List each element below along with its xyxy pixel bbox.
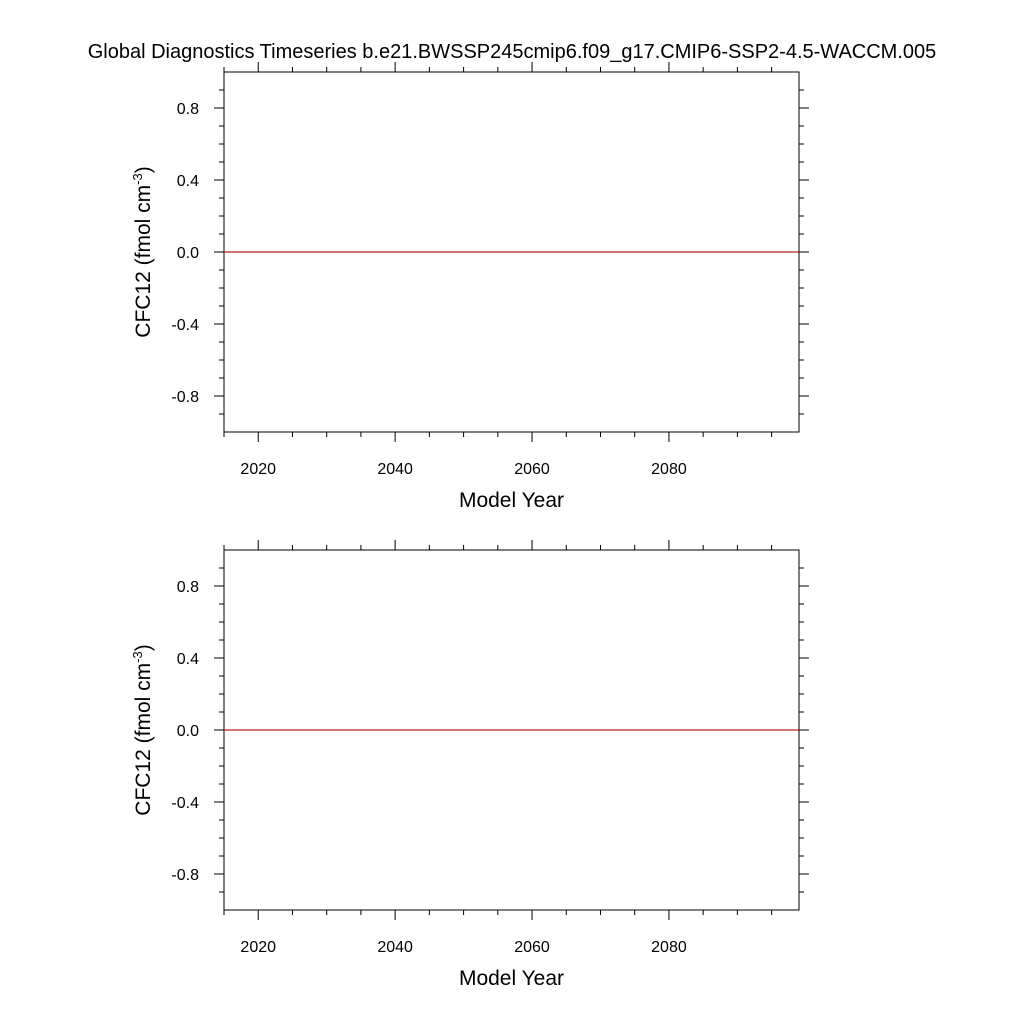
- x-axis-label: Model Year: [459, 489, 564, 512]
- x-tick-label: 2080: [651, 939, 687, 956]
- y-tick-label: 0.0: [177, 723, 199, 740]
- x-tick-label: 2040: [377, 939, 413, 956]
- x-tick-label: 2060: [514, 939, 550, 956]
- y-axis-label: CFC12 (fmol cm-3): [130, 166, 155, 337]
- x-tick-label: 2020: [240, 461, 276, 478]
- y-tick-label: 0.8: [177, 101, 199, 118]
- y-tick-label: -0.4: [171, 317, 199, 334]
- chart-panel-bottom: 2020 2040 2060 2080 0.8 0.4 0.0 -0.4 -0.8 Model Y…: [130, 540, 809, 990]
- y-tick-label: 0.4: [177, 173, 199, 190]
- x-tick-label: 2060: [514, 461, 550, 478]
- x-axis-label: Model Year: [459, 967, 564, 990]
- figure-title: Global Diagnostics Timeseries b.e21.BWSS…: [88, 41, 937, 63]
- y-tick-label: -0.4: [171, 795, 199, 812]
- y-tick-label: 0.8: [177, 579, 199, 596]
- y-tick-label: 0.0: [177, 245, 199, 262]
- x-tick-label: 2040: [377, 461, 413, 478]
- x-tick-label: 2020: [240, 939, 276, 956]
- x-tick-label: 2080: [651, 461, 687, 478]
- y-tick-label: 0.4: [177, 651, 199, 668]
- y-tick-label: -0.8: [171, 389, 199, 406]
- y-axis-label: CFC12 (fmol cm-3): [130, 644, 155, 815]
- chart-panel-top: 2020 2040 2060 2080 0.8 0.4 0.0 -0.4 -0.8 Model Y…: [130, 62, 809, 512]
- y-tick-label: -0.8: [171, 867, 199, 884]
